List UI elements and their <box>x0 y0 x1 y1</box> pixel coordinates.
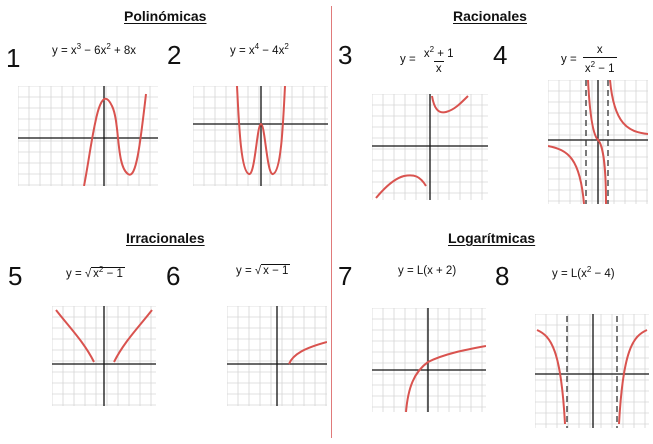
equation-8: y = L(x2 − 4) <box>552 265 615 280</box>
graph-number-7: 7 <box>338 261 353 291</box>
graph-1-cubic <box>18 86 158 186</box>
graph-number-4: 4 <box>493 40 508 70</box>
curve-right <box>113 309 153 363</box>
title-irracionales: Irracionales <box>126 230 205 246</box>
equation-4: y = x x2 − 1 <box>561 44 617 75</box>
grid-lines <box>535 314 649 428</box>
graph-number-5: 5 <box>8 261 23 291</box>
graph-3-rational <box>372 94 488 200</box>
curve-positive <box>431 95 469 114</box>
curve-right <box>609 80 648 135</box>
graph-2-quartic <box>193 86 328 186</box>
graph-6-irrational <box>227 306 327 406</box>
curve <box>288 341 327 365</box>
graph-number-3: 3 <box>338 40 353 70</box>
graph-5-irrational <box>52 306 156 406</box>
curve <box>405 345 486 412</box>
graph-number-8: 8 <box>495 261 510 291</box>
title-polinomicas: Polinómicas <box>124 8 207 24</box>
curve-right <box>618 329 648 425</box>
equation-2: y = x4 − 4x2 <box>230 42 289 57</box>
graph-4-rational <box>548 80 648 204</box>
center-divider <box>331 6 332 438</box>
graph-number-2: 2 <box>167 40 182 70</box>
equation-1: y = x3 − 6x2 + 8x <box>52 42 137 57</box>
curve-left <box>548 145 585 204</box>
grid-lines <box>372 308 486 412</box>
curve <box>236 86 286 176</box>
graph-8-logarithmic <box>535 314 649 428</box>
grid-lines <box>18 86 158 186</box>
curve-middle <box>587 80 607 204</box>
equation-7: y = L(x + 2) <box>398 265 457 277</box>
curve-left <box>55 309 95 363</box>
title-racionales: Racionales <box>453 8 527 24</box>
graph-number-1: 1 <box>6 43 21 73</box>
equation-6: y = √ x − 1 <box>236 264 291 277</box>
graph-number-6: 6 <box>166 261 181 291</box>
curve-negative <box>375 174 427 199</box>
graph-7-logarithmic <box>372 308 486 412</box>
curve-left <box>536 329 566 425</box>
curve <box>83 93 147 186</box>
title-logaritmicas: Logarítmicas <box>448 230 536 246</box>
equation-5: y = √ x2 − 1 <box>66 265 125 280</box>
grid-lines <box>193 86 328 186</box>
